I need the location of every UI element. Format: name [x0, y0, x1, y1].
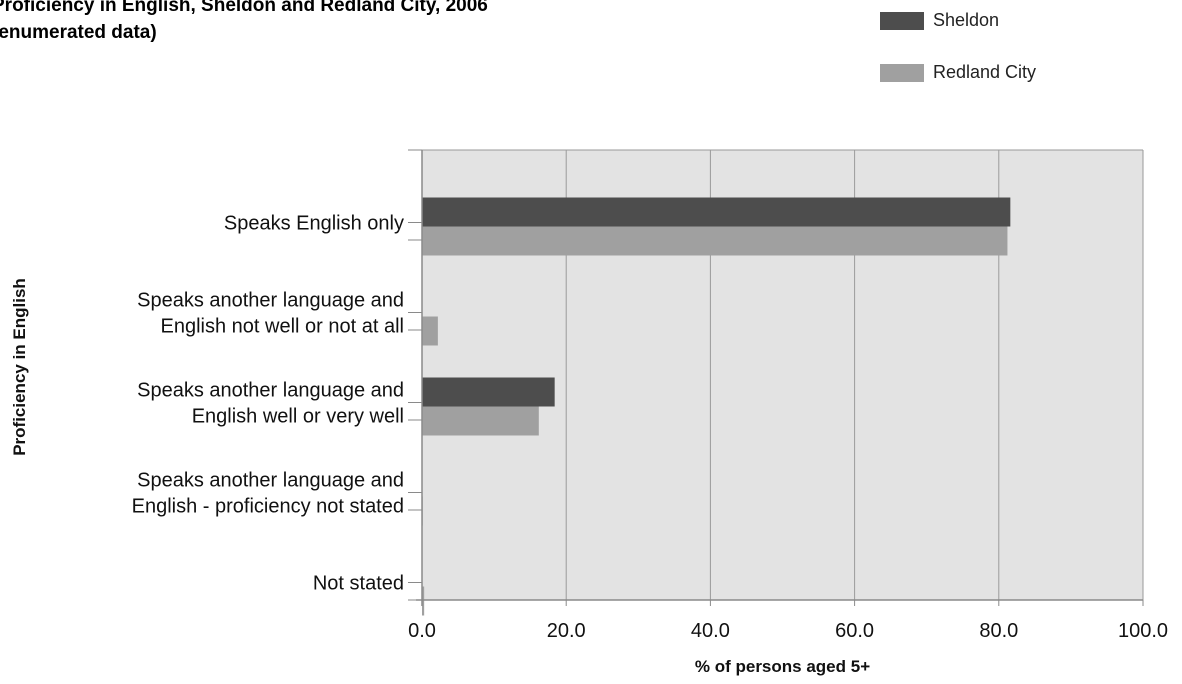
- category-label: English well or very well: [192, 406, 404, 428]
- legend-label-sheldon: Sheldon: [933, 10, 1000, 30]
- x-tick-label: 60.0: [835, 620, 874, 642]
- category-label: English - proficiency not stated: [132, 496, 404, 518]
- chart-title-line-1: Proficiency in English, Sheldon and Redl…: [0, 0, 488, 16]
- category-label: Speaks another language and: [137, 470, 404, 492]
- category-label: Speaks another language and: [137, 290, 404, 312]
- legend-item-redland-city: Redland City: [880, 62, 1036, 83]
- x-tick-label: 40.0: [691, 620, 730, 642]
- x-axis-title: % of persons aged 5+: [695, 657, 870, 676]
- legend-item-sheldon: Sheldon: [880, 10, 999, 31]
- x-tick-label: 20.0: [547, 620, 586, 642]
- legend-swatch-sheldon: [880, 11, 924, 30]
- category-label: Speaks English only: [224, 213, 404, 235]
- bar-redland-city: [422, 226, 1008, 256]
- bar-redland-city: [422, 406, 539, 436]
- x-tick-label: 0.0: [408, 620, 436, 642]
- bar-redland-city: [422, 586, 425, 616]
- chart-title-line-2: (enumerated data): [0, 22, 157, 43]
- y-axis-title: Proficiency in English: [10, 278, 29, 456]
- x-tick-label: 80.0: [979, 620, 1018, 642]
- legend-label-redland-city: Redland City: [933, 62, 1037, 82]
- bar-sheldon: [422, 377, 555, 407]
- legend-swatch-redland-city: [880, 63, 924, 82]
- chart-title: Proficiency in English, Sheldon and Redl…: [0, 0, 488, 46]
- category-label: Not stated: [313, 573, 404, 595]
- bar-sheldon: [422, 197, 1011, 227]
- category-label: Speaks another language and: [137, 380, 404, 402]
- category-label: English not well or not at all: [161, 316, 404, 338]
- x-tick-label: 100.0: [1118, 620, 1168, 642]
- bar-redland-city: [422, 316, 438, 346]
